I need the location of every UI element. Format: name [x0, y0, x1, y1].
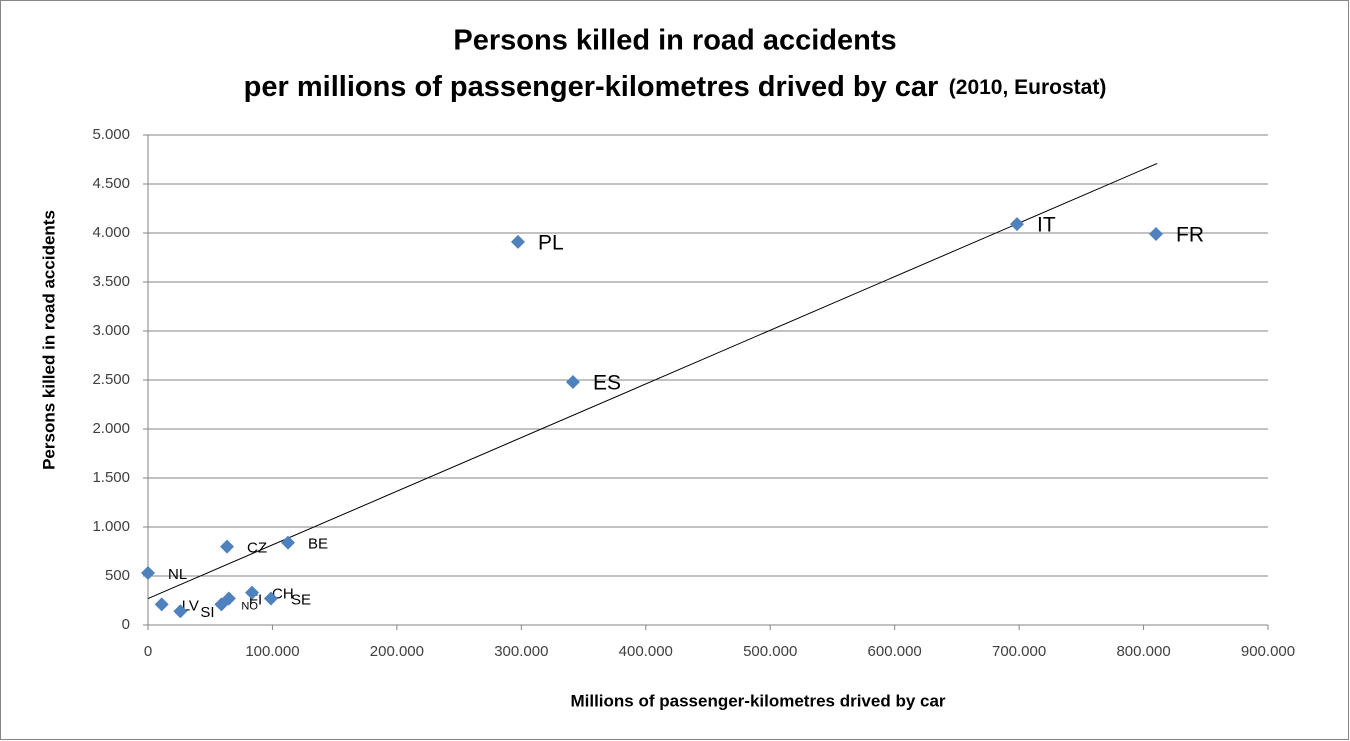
data-point [221, 591, 236, 606]
point-label: PL [538, 231, 564, 254]
point-label: NO [241, 600, 258, 612]
x-tick-label: 100.000 [245, 643, 299, 660]
point-label: SI [200, 604, 214, 621]
data-point [263, 591, 278, 606]
x-tick-label: 800.000 [1116, 643, 1170, 660]
data-point [141, 566, 155, 581]
x-tick-label: 400.000 [619, 643, 673, 660]
data-point [1149, 226, 1163, 241]
x-axis-title: Millions of passenger-kilometres drived … [570, 691, 945, 710]
point-label: IT [1037, 214, 1056, 237]
x-tick-label: 900.000 [1241, 643, 1295, 660]
data-point [510, 234, 525, 249]
point-label: CZ [247, 540, 267, 557]
y-tick-label: 500 [105, 567, 130, 584]
x-tick-label: 0 [144, 643, 152, 660]
data-point [565, 374, 580, 389]
data-point [220, 539, 235, 554]
point-label: SE [291, 592, 311, 609]
y-tick-label: 4.500 [92, 175, 130, 192]
x-tick-label: 500.000 [743, 643, 797, 660]
y-tick-label: 1.000 [92, 518, 130, 535]
data-point [281, 535, 295, 550]
y-tick-label: 3.500 [92, 273, 130, 290]
y-tick-label: 5.000 [92, 126, 130, 143]
x-tick-label: 700.000 [992, 643, 1046, 660]
y-tick-label: 4.000 [92, 224, 130, 241]
chart-title: Persons killed in road accidents [453, 25, 896, 57]
x-tick-label: 200.000 [370, 643, 424, 660]
y-axis-title: Persons killed in road accidents [39, 210, 58, 470]
data-point [154, 597, 169, 612]
x-tick-label: 300.000 [494, 643, 548, 660]
y-tick-label: 0 [122, 616, 130, 633]
chart-title-line: per millions of passenger-kilometres dri… [244, 71, 1107, 103]
y-tick-label: 1.500 [92, 469, 130, 486]
data-point [245, 585, 260, 600]
point-label: ES [593, 372, 621, 395]
point-label: NL [168, 566, 187, 583]
y-tick-label: 2.000 [92, 420, 130, 437]
chart-subtitle: (2010, Eurostat) [949, 76, 1107, 99]
point-label: FR [1176, 224, 1204, 247]
data-point [1009, 217, 1024, 232]
chart-title: per millions of passenger-kilometres dri… [244, 71, 939, 103]
point-label: BE [308, 536, 328, 553]
y-tick-label: 3.000 [92, 322, 130, 339]
y-tick-label: 2.500 [92, 371, 130, 388]
data-point [173, 604, 188, 619]
x-tick-label: 600.000 [868, 643, 922, 660]
trendline [147, 162, 1158, 599]
